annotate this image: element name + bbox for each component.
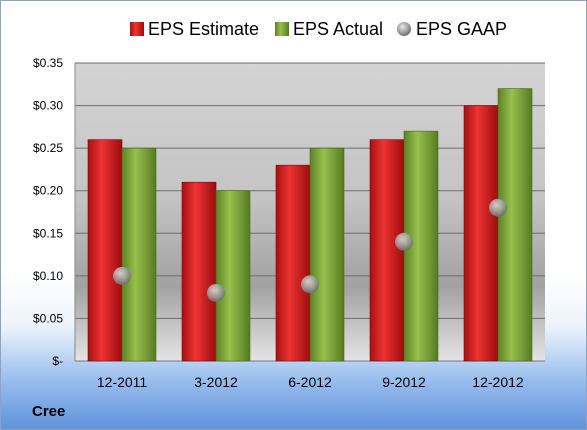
company-label: Cree: [32, 403, 66, 420]
x-tick-label: 6-2012: [288, 374, 332, 390]
y-axis: $- $0.05 $0.10 $0.15 $0.20 $0.25 $0.30 $0.35: [33, 56, 63, 368]
bar-eps-actual-12-2011: [121, 147, 157, 362]
bar-eps-estimate-3-2012: [181, 181, 217, 362]
gaap-markers: [113, 198, 507, 302]
legend-item-eps-estimate[interactable]: EPS Estimate: [130, 19, 259, 39]
x-tick-label: 12-2012: [472, 374, 524, 390]
x-tick-label: 12-2011: [97, 374, 148, 390]
bar-eps-actual-12-2012: [497, 88, 533, 362]
y-tick-label: $0.20: [33, 184, 63, 198]
legend-marker-eps-gaap: [397, 22, 411, 36]
y-tick-label: $0.35: [33, 56, 63, 70]
point-eps-gaap-3-2012: [207, 283, 225, 302]
legend-swatch-eps-actual: [275, 22, 289, 36]
legend-label-eps-estimate: EPS Estimate: [148, 19, 259, 39]
legend-swatch-eps-estimate: [130, 22, 144, 36]
y-tick-label: $-: [52, 354, 63, 368]
point-eps-gaap-12-2012: [489, 198, 507, 217]
bar-eps-estimate-9-2012: [369, 139, 405, 362]
bar-eps-estimate-12-2011: [87, 139, 123, 362]
point-eps-gaap-9-2012: [395, 232, 413, 251]
legend: EPS Estimate EPS Actual EPS GAAP: [130, 19, 507, 39]
legend-item-eps-gaap[interactable]: EPS GAAP: [397, 19, 507, 39]
legend-label-eps-actual: EPS Actual: [293, 19, 383, 39]
y-tick-label: $0.30: [33, 99, 63, 113]
x-axis: 12-2011 3-2012 6-2012 9-2012 12-2012: [97, 374, 524, 390]
bar-eps-estimate-12-2012: [463, 105, 499, 362]
x-tick-label: 9-2012: [382, 374, 426, 390]
y-tick-label: $0.05: [33, 311, 63, 325]
bar-eps-estimate-6-2012: [275, 164, 311, 362]
y-tick-label: $0.25: [33, 141, 63, 155]
legend-item-eps-actual[interactable]: EPS Actual: [275, 19, 383, 39]
bar-series: [87, 88, 533, 362]
y-tick-label: $0.10: [33, 269, 63, 283]
bar-eps-actual-6-2012: [309, 147, 345, 362]
point-eps-gaap-12-2011: [113, 266, 131, 285]
legend-label-eps-gaap: EPS GAAP: [416, 19, 507, 39]
bar-eps-actual-3-2012: [215, 190, 251, 362]
y-tick-label: $0.15: [33, 226, 63, 240]
x-tick-label: 3-2012: [194, 374, 238, 390]
point-eps-gaap-6-2012: [301, 275, 319, 294]
